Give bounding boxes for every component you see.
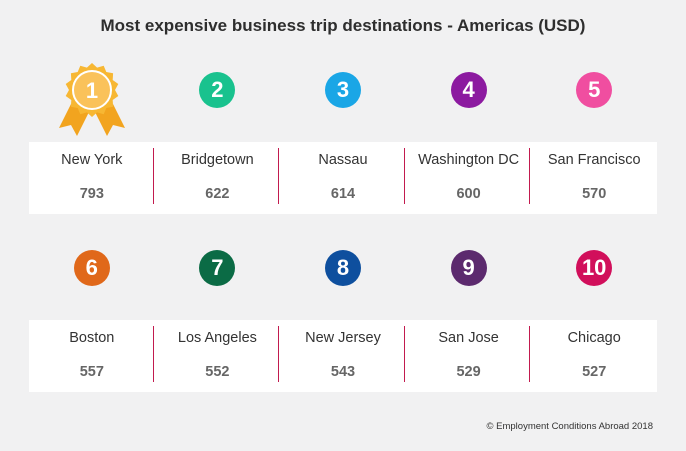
- destination-cell: Los Angeles 552: [155, 320, 281, 392]
- destination-cell: Chicago 527: [531, 320, 657, 392]
- destinations-card: New York 793 Bridgetown 622 Nassau 614 Washing…: [29, 142, 657, 214]
- row-bottom: 6 7 8 9 10 Boston 557 Los Angeles 552 New Jersey…: [29, 250, 657, 392]
- rank-badge-6: 6: [73, 250, 110, 286]
- city-name: San Jose: [438, 330, 499, 346]
- rank-badge-2: 2: [199, 72, 236, 108]
- column-divider: [152, 326, 154, 382]
- destination-cell: Boston 557: [29, 320, 155, 392]
- copyright-footer: © Employment Conditions Abroad 2018: [486, 421, 654, 432]
- rank-badges-row: 2 3 4 5: [29, 72, 657, 142]
- rank-badge-8: 8: [325, 250, 361, 286]
- cost-value: 557: [79, 364, 104, 380]
- rank-badge-10: 10: [576, 250, 613, 286]
- city-name: New Jersey: [305, 330, 381, 346]
- city-name: Los Angeles: [177, 330, 257, 346]
- rank-badge-4: 4: [450, 72, 487, 108]
- column-divider: [403, 326, 405, 382]
- city-name: Nassau: [318, 152, 368, 168]
- award-rosette-icon: 1: [58, 63, 125, 136]
- city-name: Chicago: [567, 330, 621, 346]
- column-divider: [278, 326, 280, 382]
- city-name: Washington DC: [418, 152, 520, 168]
- cost-value: 793: [79, 186, 104, 202]
- destinations-card: Boston 557 Los Angeles 552 New Jersey 543 San …: [29, 320, 657, 392]
- cost-value: 614: [330, 186, 356, 202]
- cost-value: 543: [330, 364, 356, 380]
- rank-badges-row: 6 7 8 9 10: [29, 250, 657, 320]
- column-divider: [152, 148, 154, 204]
- cost-value: 570: [582, 186, 607, 202]
- column-divider: [529, 148, 531, 204]
- cost-value: 622: [205, 186, 230, 202]
- column-divider: [403, 148, 405, 204]
- column-divider: [278, 148, 280, 204]
- cost-value: 527: [582, 364, 607, 380]
- city-name: Bridgetown: [181, 152, 254, 168]
- cost-value: 529: [456, 364, 481, 380]
- rank-badge-7: 7: [199, 250, 236, 286]
- row-top: 2 3 4 5 New York 793 Bridgetown 622 Nassau 614 Wa…: [29, 72, 657, 214]
- destination-cell: New York 793: [29, 142, 155, 214]
- destination-cell: San Francisco 570: [531, 142, 657, 214]
- destination-cell: Washington DC 600: [406, 142, 532, 214]
- destination-cell: San Jose 529: [406, 320, 532, 392]
- destination-cell: Nassau 614: [280, 142, 406, 214]
- column-divider: [529, 326, 531, 382]
- chart-title: Most expensive business trip destination…: [100, 16, 586, 35]
- cost-value: 600: [456, 186, 481, 202]
- city-name: San Francisco: [547, 152, 641, 168]
- cost-value: 552: [205, 364, 230, 380]
- city-name: New York: [61, 152, 123, 168]
- rank-number: 1: [86, 78, 98, 103]
- destination-cell: New Jersey 543: [280, 320, 406, 392]
- rank-badge-9: 9: [450, 250, 487, 286]
- destination-cell: Bridgetown 622: [155, 142, 281, 214]
- rank-badge-3: 3: [325, 72, 361, 108]
- rank-badge-5: 5: [576, 72, 613, 108]
- city-name: Boston: [69, 330, 115, 346]
